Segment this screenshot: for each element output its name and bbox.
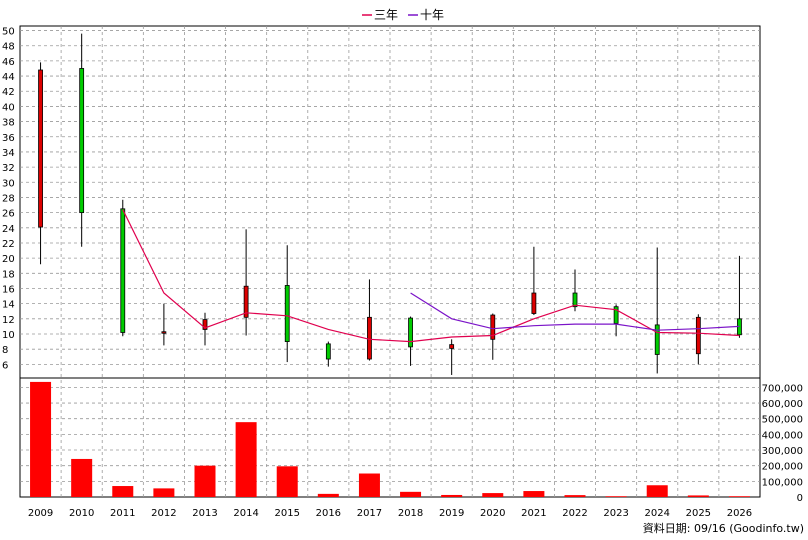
legend: 三年 十年	[362, 8, 444, 22]
volume-bar	[235, 422, 257, 497]
candle-body	[449, 344, 455, 349]
data-date-note: 資料日期: 09/16 (Goodinfo.tw)	[643, 521, 804, 535]
volume-bars	[30, 381, 750, 498]
candle-body	[38, 69, 43, 228]
volume-bar	[687, 495, 709, 497]
price-tick-label: 24	[2, 224, 15, 235]
year-tick-label: 2010	[69, 508, 94, 519]
price-tick-label: 6	[2, 360, 8, 371]
volume-bar	[276, 466, 298, 497]
price-tick-label: 20	[2, 254, 15, 265]
series-line-10y	[410, 292, 740, 331]
year-tick-label: 2019	[439, 508, 464, 519]
volume-axis: 0 100,000 200,000 300,000 400,000 500,000 600,…	[762, 383, 803, 504]
price-tick-label: 46	[2, 57, 15, 68]
volume-bar	[30, 381, 52, 497]
candle-body	[408, 317, 413, 348]
price-tick-label: 26	[2, 209, 15, 220]
year-tick-label: 2022	[562, 508, 587, 519]
price-tick-label: 18	[2, 269, 15, 280]
volume-bar	[564, 495, 586, 497]
candlesticks	[38, 33, 742, 375]
volume-bar	[646, 485, 668, 497]
price-tick-label: 48	[2, 42, 15, 53]
price-tick-label: 34	[2, 148, 15, 159]
price-tick-label: 16	[2, 284, 15, 295]
volume-bar	[194, 465, 216, 497]
year-tick-label: 2024	[644, 508, 669, 519]
price-tick-label: 44	[2, 72, 15, 83]
volume-bar	[523, 491, 545, 497]
year-tick-label: 2020	[480, 508, 505, 519]
volume-bar	[112, 486, 134, 497]
price-tick-label: 22	[2, 239, 15, 250]
volume-tick-label: 200,000	[762, 462, 803, 473]
price-tick-label: 28	[2, 193, 15, 204]
candle-body	[367, 316, 372, 360]
price-tick-label: 40	[2, 102, 15, 113]
price-tick-label: 50	[2, 27, 15, 38]
volume-bar	[317, 493, 339, 497]
volume-bar	[358, 473, 380, 497]
price-tick-label: 10	[2, 330, 15, 341]
price-axis: 6 8 10 12 14 16 18 20 22 24 26 28 30 32 34 36 38 40 42 44 46…	[2, 27, 15, 372]
year-tick-label: 2017	[357, 508, 382, 519]
volume-bar	[153, 488, 175, 497]
volume-tick-label: 100,000	[762, 477, 803, 488]
price-tick-label: 42	[2, 87, 15, 98]
year-tick-label: 2023	[603, 508, 628, 519]
candle-body	[243, 285, 249, 318]
candle-body	[120, 208, 126, 333]
volume-bar	[71, 458, 93, 497]
candle-body	[572, 292, 578, 308]
year-tick-label: 2025	[686, 508, 711, 519]
year-tick-label: 2018	[398, 508, 423, 519]
year-axis: 2009 2010 2011 2012 2013 2014 2015 2016 2017 2018…	[28, 508, 752, 519]
volume-tick-label: 0	[797, 493, 803, 504]
price-tick-label: 8	[2, 345, 8, 356]
candle-body	[613, 306, 619, 324]
candle-body	[695, 316, 701, 355]
candle-body	[79, 68, 85, 214]
price-tick-label: 38	[2, 118, 15, 129]
legend-label-3y: 三年	[374, 8, 398, 22]
series-line-3y	[122, 209, 740, 343]
legend-label-10y: 十年	[420, 8, 444, 22]
moving-average-lines	[122, 209, 740, 343]
candle-body	[490, 314, 496, 340]
year-tick-label: 2016	[316, 508, 341, 519]
year-tick-label: 2014	[233, 508, 258, 519]
year-tick-label: 2009	[28, 508, 53, 519]
year-tick-label: 2013	[192, 508, 217, 519]
candle-body	[202, 319, 208, 330]
candle-body	[161, 331, 167, 334]
year-tick-label: 2012	[151, 508, 176, 519]
candle-body	[325, 343, 331, 360]
year-tick-label: 2026	[727, 508, 752, 519]
year-tick-label: 2011	[110, 508, 135, 519]
year-tick-label: 2015	[274, 508, 299, 519]
candle-body	[531, 292, 537, 314]
candle-body	[284, 285, 290, 342]
grid-lines	[20, 26, 760, 497]
volume-tick-label: 400,000	[762, 430, 803, 441]
volume-bar	[482, 493, 504, 497]
price-tick-label: 36	[2, 133, 15, 144]
year-tick-label: 2021	[521, 508, 546, 519]
volume-bar	[400, 491, 422, 497]
volume-bar	[441, 494, 463, 497]
price-tick-label: 30	[2, 178, 15, 189]
price-tick-label: 12	[2, 315, 15, 326]
price-tick-label: 32	[2, 163, 15, 174]
volume-bar	[605, 496, 627, 498]
volume-tick-label: 500,000	[762, 415, 803, 426]
volume-bar	[728, 496, 750, 498]
candle-body	[654, 324, 660, 355]
volume-tick-label: 700,000	[762, 383, 803, 394]
volume-tick-label: 300,000	[762, 446, 803, 457]
price-tick-label: 14	[2, 300, 15, 311]
volume-tick-label: 600,000	[762, 399, 803, 410]
